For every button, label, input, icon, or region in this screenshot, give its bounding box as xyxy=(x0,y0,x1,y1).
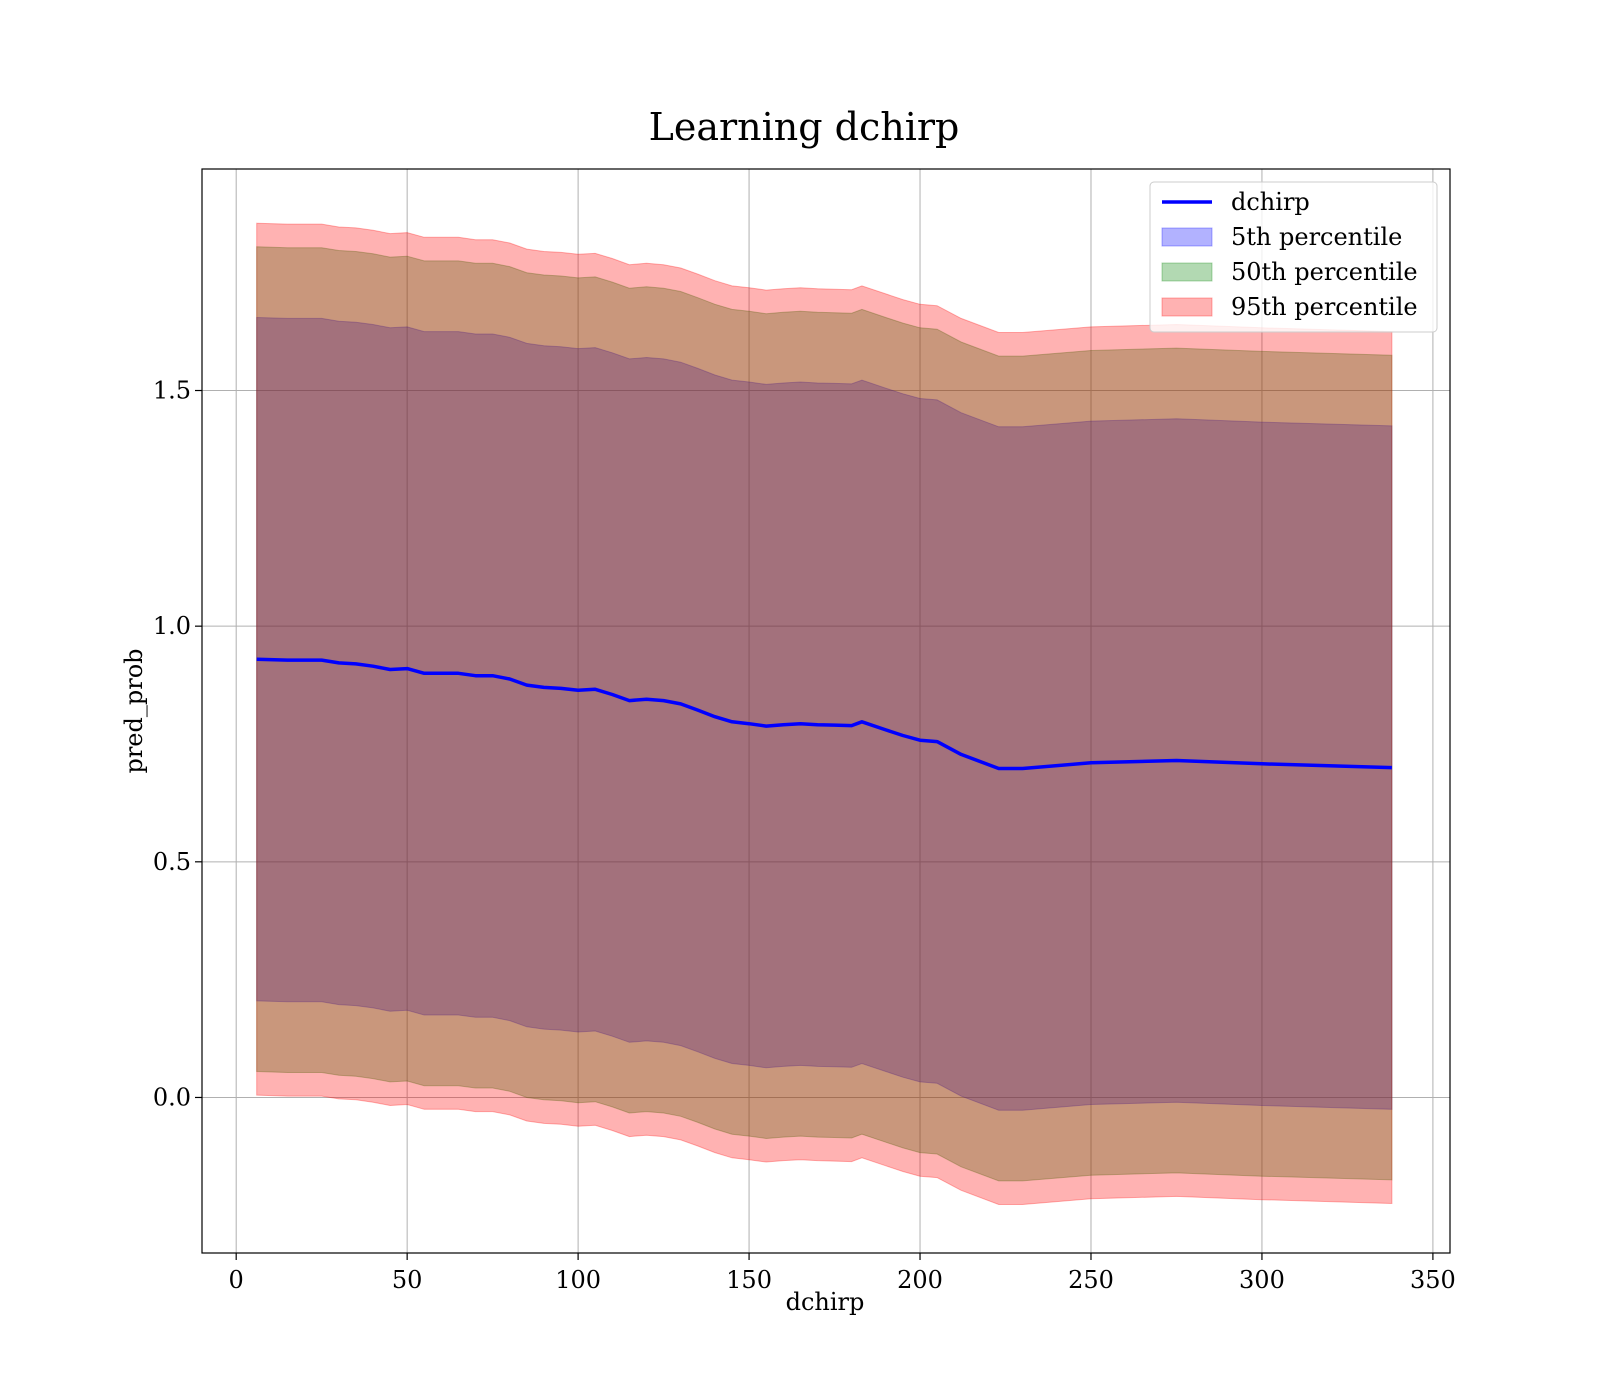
x-axis-ticks: 0 50 100 150 200 250 300 350 xyxy=(229,1253,1456,1294)
x-tick-label: 100 xyxy=(555,1266,601,1294)
chart-title: Learning dchirp xyxy=(649,105,960,149)
x-tick-label: 0 xyxy=(229,1266,244,1294)
legend-box xyxy=(1149,181,1438,333)
y-tick-label: 0.0 xyxy=(153,1083,191,1111)
legend-label: 5th percentile xyxy=(1231,223,1402,251)
x-tick-label: 200 xyxy=(897,1266,943,1294)
grid xyxy=(202,169,1450,1253)
y-tick-label: 1.0 xyxy=(153,612,191,640)
legend-label: dchirp xyxy=(1231,188,1310,216)
series-line-dchirp xyxy=(256,657,1392,771)
y-axis-ticks: 0.0 0.5 1.0 1.5 xyxy=(153,377,202,1111)
x-tick-label: 50 xyxy=(392,1266,423,1294)
y-tick-label: 1.5 xyxy=(153,377,191,405)
x-tick-label: 350 xyxy=(1410,1266,1456,1294)
legend: dchirp 5th percentile 50th percentile 95th … xyxy=(1149,181,1438,333)
x-tick-label: 300 xyxy=(1239,1266,1285,1294)
x-tick-label: 250 xyxy=(1068,1266,1114,1294)
legend-swatch-band xyxy=(1161,262,1213,282)
percentile-bands xyxy=(256,222,1393,1205)
legend-label: 95th percentile xyxy=(1231,293,1418,321)
x-tick-label: 150 xyxy=(726,1266,772,1294)
band-5th-percentile xyxy=(256,316,1393,1111)
y-tick-label: 0.5 xyxy=(153,848,191,876)
series-lines xyxy=(256,657,1392,771)
band-95th-percentile xyxy=(256,222,1393,1205)
legend-label: 50th percentile xyxy=(1231,258,1418,286)
legend-swatch-band xyxy=(1161,227,1213,247)
legend-swatch-band xyxy=(1161,297,1213,317)
band-50th-percentile xyxy=(256,246,1393,1182)
y-axis-label: pred_prob xyxy=(120,648,148,773)
plot-frame xyxy=(201,168,1451,1254)
x-axis-label: dchirp xyxy=(786,1288,865,1316)
